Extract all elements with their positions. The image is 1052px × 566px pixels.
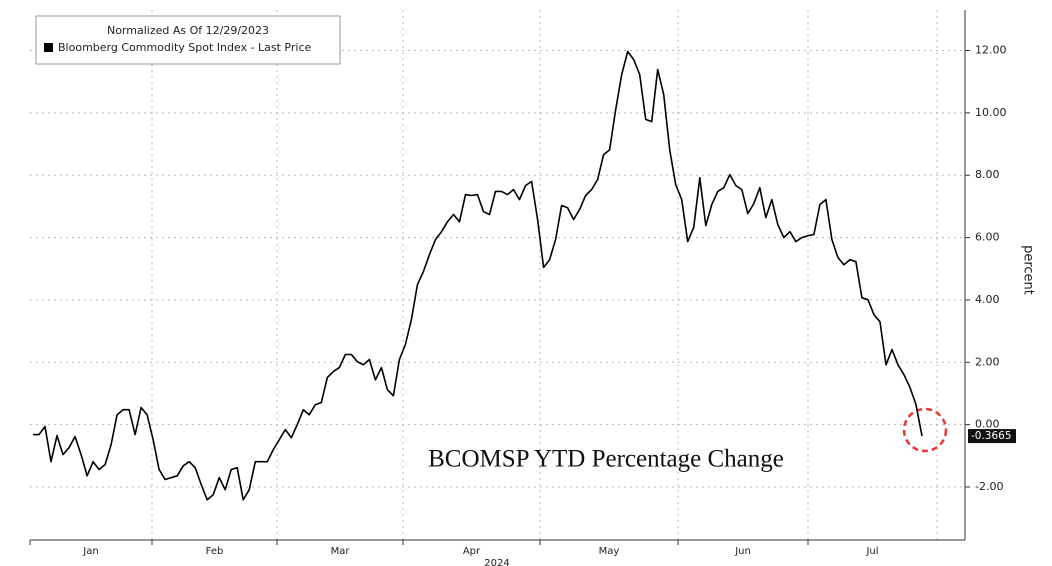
x-axis-title: 2024 [484,558,509,566]
x-tick-label: Apr [463,546,481,557]
y-tick-label: -2.00 [975,480,1003,493]
y-tick-label: 12.00 [975,44,1007,57]
legend-box [35,15,341,65]
series-line [33,50,923,501]
x-tick-label: Jan [82,546,98,557]
x-tick-label: Feb [206,546,224,557]
y-tick-label: 4.00 [975,293,1000,306]
last-value-tag: -0.3665 [968,429,1016,444]
x-tick-label: Jun [734,546,751,557]
x-tick-label: Jul [865,546,878,557]
annotation: BCOMSP YTD Percentage Change [428,446,784,473]
last-value-box [968,429,1016,444]
legend-label: Bloomberg Commodity Spot Index - Last Pr… [58,41,311,54]
x-tick-label: May [599,546,620,557]
last-value-label: -0.3665 [971,430,1012,442]
x-tick-label: Mar [331,546,351,557]
y-tick-label: 0.00 [975,418,1000,431]
y-tick-label: 8.00 [975,168,1000,181]
legend-swatch [44,43,53,52]
subtitle: Normalized As Of 12/29/2023 [107,24,269,37]
highlight-circle [902,407,948,453]
y-axis-label: percent [1021,245,1036,295]
y-tick-label: 6.00 [975,231,1000,244]
y-tick-label: 2.00 [975,355,1000,368]
y-tick-label: 10.00 [975,106,1007,119]
